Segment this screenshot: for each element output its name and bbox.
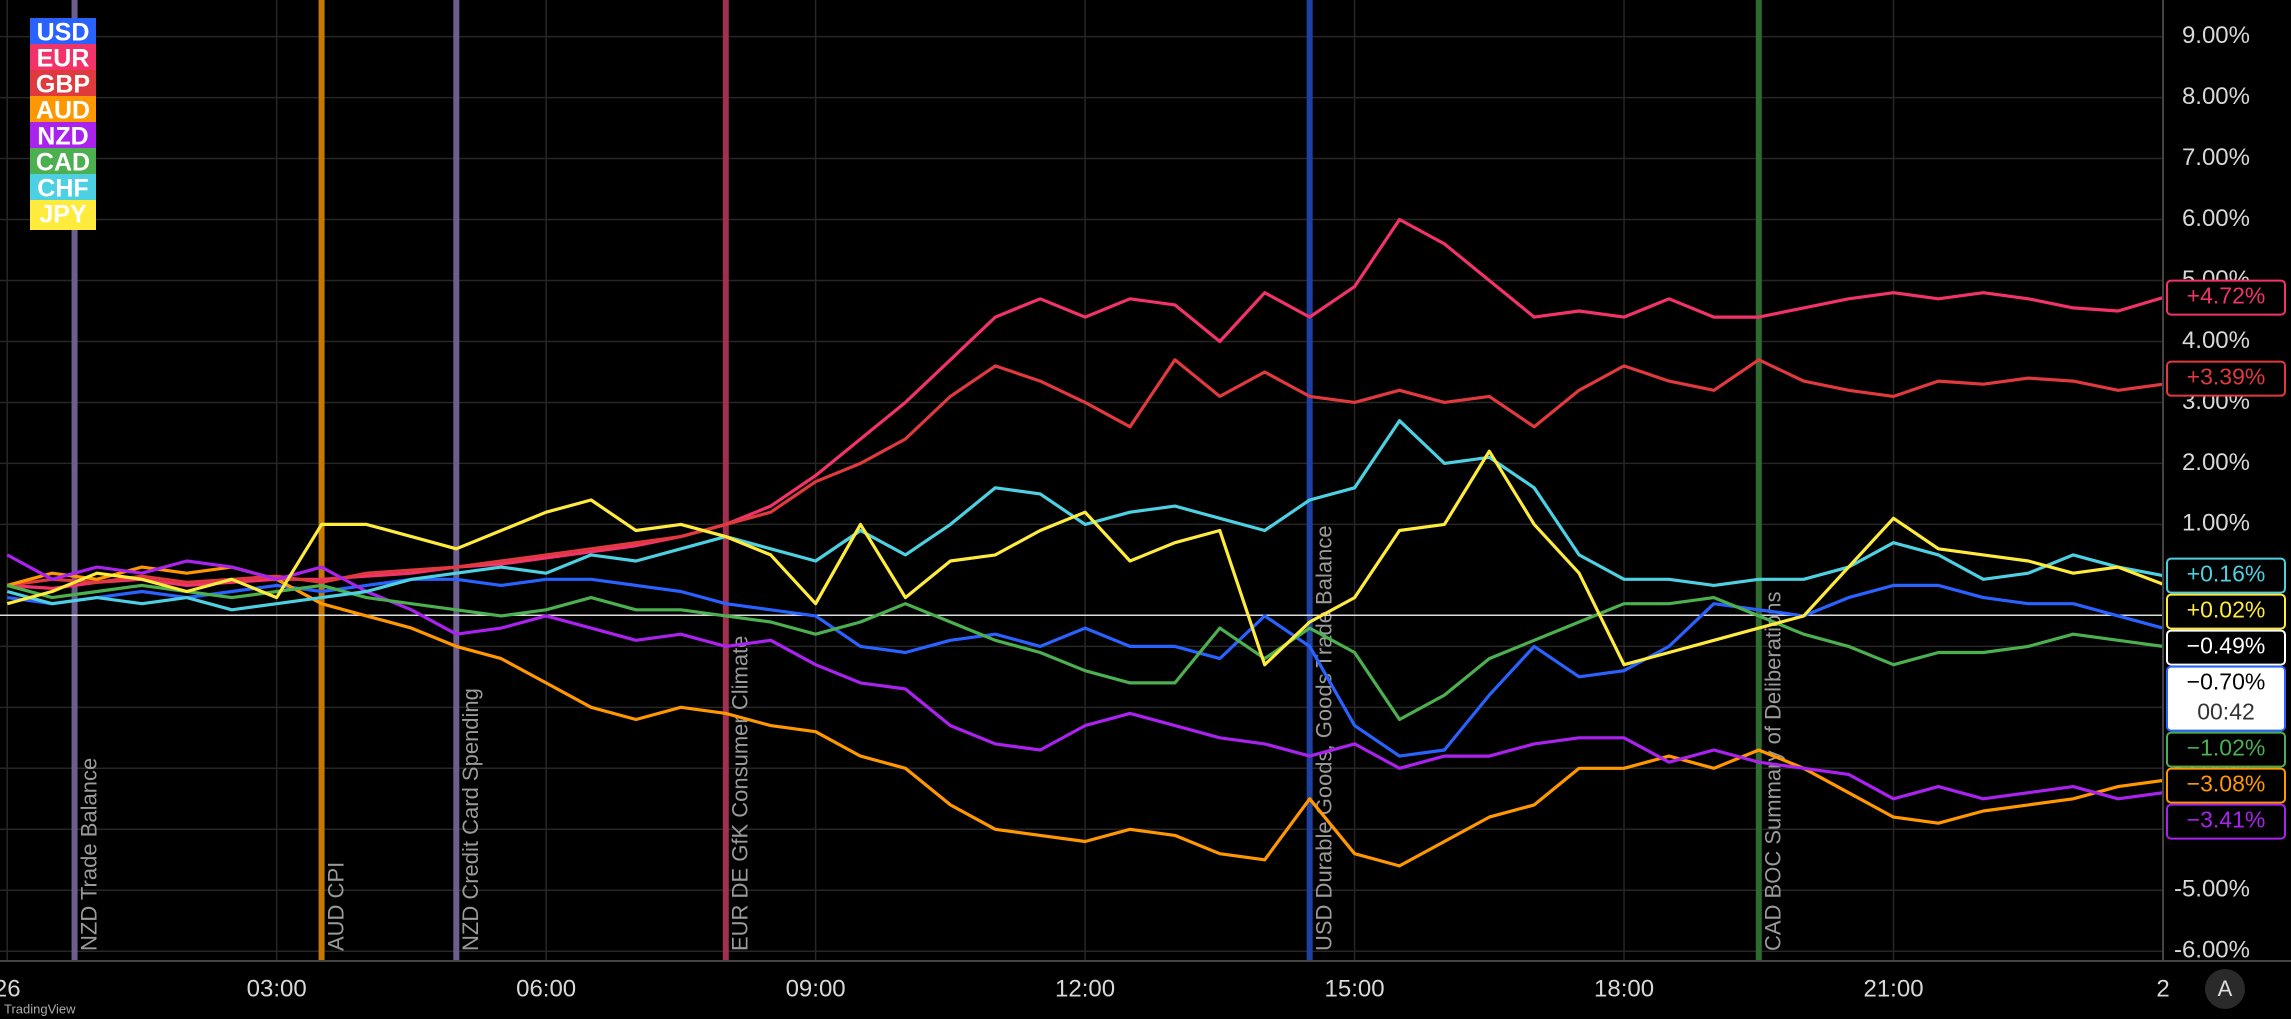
x-tick-label: 2 [2156, 975, 2169, 1002]
last-value-badge [2166, 593, 2286, 630]
last-value-label: −3.08% [2187, 771, 2266, 797]
x-tick-label: 06:00 [516, 975, 576, 1002]
last-value-badge [2166, 731, 2286, 768]
legend-label: AUD [36, 97, 90, 125]
series-line [6, 583, 2163, 722]
last-value-badge [2166, 360, 2286, 397]
y-tick-label: 6.00% [2182, 205, 2250, 232]
x-tick-label: 18:00 [1594, 975, 1654, 1002]
legend-swatch [30, 174, 96, 204]
legend-label: JPY [39, 201, 87, 229]
last-value-badge [2166, 803, 2286, 840]
event-label: NZD Trade Balance [76, 758, 101, 951]
legend-swatch [30, 200, 96, 230]
last-value-badge [2166, 665, 2286, 732]
auto-scale-button[interactable]: A [2205, 969, 2245, 1009]
last-value-label: +3.39% [2187, 364, 2266, 390]
last-value-badges: +4.72% +3.39% +0.16% +0.02% −0.49% −0.70% 00:4… [2166, 279, 2286, 840]
y-tick-label: 8.00% [2182, 83, 2250, 110]
series-line [6, 449, 2163, 667]
last-value-label: +0.16% [2187, 561, 2266, 587]
legend-label: CHF [37, 175, 88, 203]
last-value-badge [2166, 767, 2286, 804]
y-tick-label: 1.00% [2182, 510, 2250, 537]
event-label: EUR DE GfK Consumer Climate [728, 636, 753, 951]
x-tick-label: 12:00 [1055, 975, 1115, 1002]
auto-scale-circle[interactable] [2205, 969, 2245, 1009]
events: NZD Trade Balance AUD CPI NZD Credit Card … [71, 0, 1786, 961]
last-value-label: +0.02% [2187, 597, 2266, 623]
last-value-label: +4.72% [2187, 283, 2266, 309]
y-tick-label: 7.00% [2182, 144, 2250, 171]
legend-swatch [30, 44, 96, 74]
legend-swatch [30, 18, 96, 48]
event-label: NZD Credit Card Spending [458, 688, 483, 951]
legend-label: USD [37, 19, 90, 47]
last-value-label: −1.02% [2187, 735, 2266, 761]
x-tick-label: 15:00 [1325, 975, 1385, 1002]
series-line [6, 358, 2163, 587]
event-label: CAD BOC Summary of Deliberations [1761, 592, 1786, 951]
legend-label: GBP [36, 71, 90, 99]
y-tick-label: -5.00% [2174, 876, 2250, 903]
x-tick-label: 26 [0, 975, 21, 1002]
y-tick-label: 9.00% [2182, 22, 2250, 49]
series-line [6, 419, 2163, 612]
event-label: AUD CPI [323, 862, 348, 951]
y-tick-label: -6.00% [2174, 937, 2250, 964]
x-tick-label: 09:00 [786, 975, 846, 1002]
series-line [7, 217, 2163, 590]
last-value-label: −0.70% [2187, 669, 2266, 695]
legend-label: NZD [37, 123, 88, 151]
x-tick-label: 03:00 [247, 975, 307, 1002]
countdown-label: 00:42 [2197, 699, 2255, 725]
lines [0, 217, 2163, 868]
auto-scale-label[interactable]: A [2218, 976, 2233, 1001]
last-value-label: −3.41% [2187, 807, 2266, 833]
legend-label: EUR [37, 45, 90, 73]
x-tick-label: 21:00 [1863, 975, 1923, 1002]
last-value-badge [2166, 557, 2286, 594]
y-tick-label: 2.00% [2182, 449, 2250, 476]
watermark: TradingView [4, 1001, 76, 1016]
y-tick-label: 4.00% [2182, 327, 2250, 354]
legend-swatch [30, 148, 96, 178]
last-value-label: −0.49% [2187, 633, 2266, 659]
event-label: USD Durable Goods, Goods Trade Balance [1311, 525, 1336, 951]
legend-label: CAD [36, 149, 90, 177]
last-value-badge [2166, 629, 2286, 666]
legend-swatch [30, 122, 96, 152]
last-value-badge [2166, 279, 2286, 316]
legend-swatch [30, 96, 96, 126]
legend-swatch [30, 70, 96, 100]
